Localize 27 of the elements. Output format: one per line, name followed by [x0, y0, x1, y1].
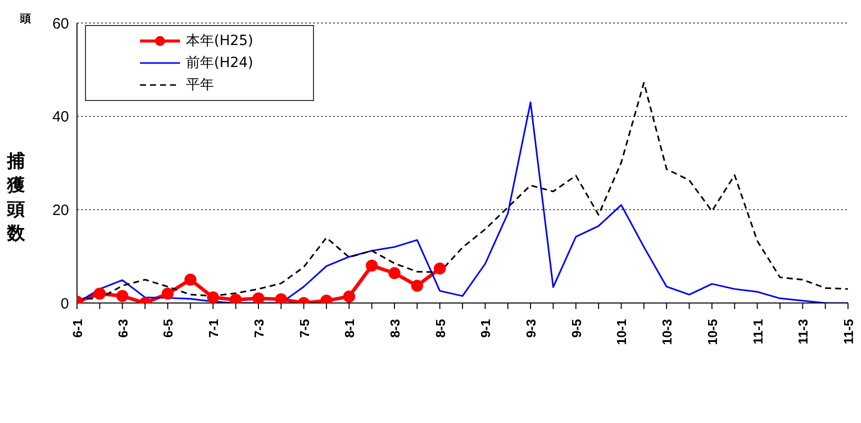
- x-tick-label: 11-3: [796, 319, 811, 344]
- x-tick-label: 10-3: [660, 319, 675, 346]
- x-tick-label: 6-3: [115, 319, 130, 338]
- x-tick-label: 9-5: [568, 319, 584, 338]
- y-tick-label: 0: [60, 295, 69, 312]
- legend-label: 平年: [186, 76, 214, 94]
- x-tick-label: 10-1: [614, 319, 630, 346]
- x-tick-label: 9-1: [478, 319, 494, 338]
- x-tick-label: 8-1: [342, 319, 358, 338]
- legend-label: 本年(H25): [186, 32, 254, 50]
- text: 頭: [20, 11, 31, 26]
- x-tick-label: 11-5: [841, 319, 856, 344]
- x-tick-label: 11-1: [750, 319, 766, 344]
- legend-label: 前年(H24): [186, 54, 254, 72]
- x-tick-label: 10-5: [704, 319, 720, 346]
- y-tick-label: 60: [52, 15, 69, 32]
- y-tick-label: 40: [52, 108, 69, 126]
- x-tick-label: 8-3: [387, 319, 402, 338]
- y-tick-label: 20: [52, 202, 69, 219]
- x-tick-label: 8-5: [432, 319, 448, 338]
- x-tick-label: 6-1: [70, 319, 85, 338]
- x-tick-label: 7-3: [251, 319, 266, 338]
- y-axis-title: 捕獲頭数: [6, 150, 26, 246]
- x-tick-label: 6-5: [160, 319, 176, 338]
- x-tick-label: 7-1: [206, 319, 222, 338]
- x-tick-label: 9-3: [524, 319, 539, 338]
- x-tick-label: 7-5: [296, 319, 312, 338]
